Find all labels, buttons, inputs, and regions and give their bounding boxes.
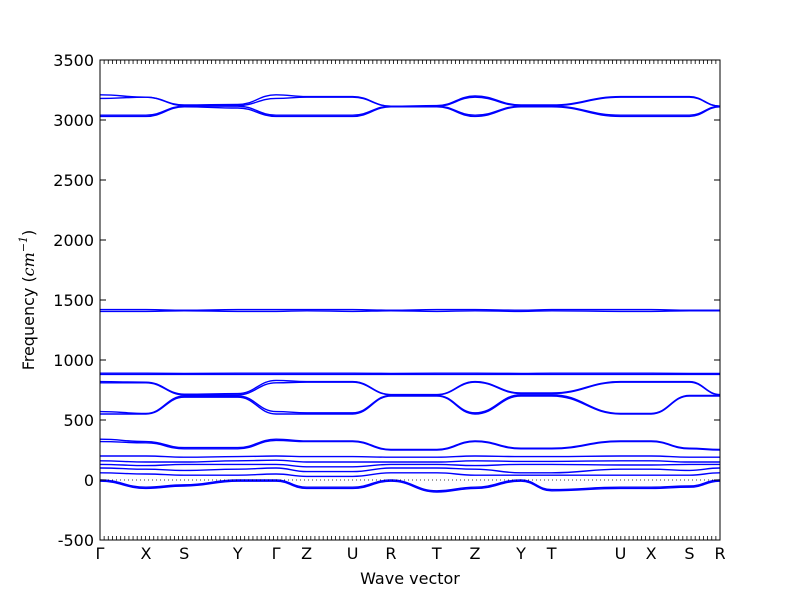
y-axis-title: Frequency (cm−1) [17,230,38,371]
phonon-branch-19 [99,472,721,478]
phonon-branch-15 [100,455,720,458]
x-axis-title: Wave vector [360,569,460,588]
phonon-branch-14 [99,438,721,451]
x-tick-label: Y [232,544,243,563]
x-tick-label: X [140,544,151,563]
y-tick-label: -500 [58,531,94,550]
phonon-branch-6 [99,308,720,311]
y-tick-label: 3500 [53,51,94,70]
y-tick-label: 1000 [53,351,94,370]
phonon-branch-18 [99,467,721,474]
y-axis-title-unit: cm [19,252,38,276]
x-tick-label: T [546,544,557,563]
y-axis-title-suffix: ) [19,230,38,236]
x-tick-label: S [684,544,694,563]
y-tick-label: 500 [63,411,94,430]
y-tick-label: 0 [84,471,94,490]
x-tick-label: S [179,544,189,563]
series-layer [99,94,721,493]
y-tick-label: 2000 [53,231,94,250]
phonon-branch-21 [99,480,721,493]
x-tick-label: Γ [272,544,281,563]
x-tick-label: X [646,544,657,563]
x-tick-label: R [385,544,396,563]
y-tick-label: 1500 [53,291,94,310]
x-tick-label: R [714,544,725,563]
phonon-branch-16 [99,459,720,463]
x-tick-label: U [347,544,359,563]
phonon-branch-4 [99,94,721,107]
x-tick-label: Y [515,544,526,563]
x-tick-label: T [431,544,442,563]
y-tick-label: 3000 [53,111,94,130]
phonon-branch-17 [99,463,721,468]
x-tick-label: U [615,544,627,563]
y-tick-label: 2500 [53,171,94,190]
y-axis-title-exponent: −1 [17,236,30,252]
x-tick-label: Z [470,544,481,563]
x-tick-label: Z [301,544,312,563]
y-axis-title-prefix: Frequency ( [19,276,38,370]
phonon-branch-20 [99,479,721,492]
x-tick-label: Γ [96,544,105,563]
phonon-branch-12 [99,379,721,396]
plot-frame [99,59,721,541]
phonon-branch-5 [100,310,720,313]
